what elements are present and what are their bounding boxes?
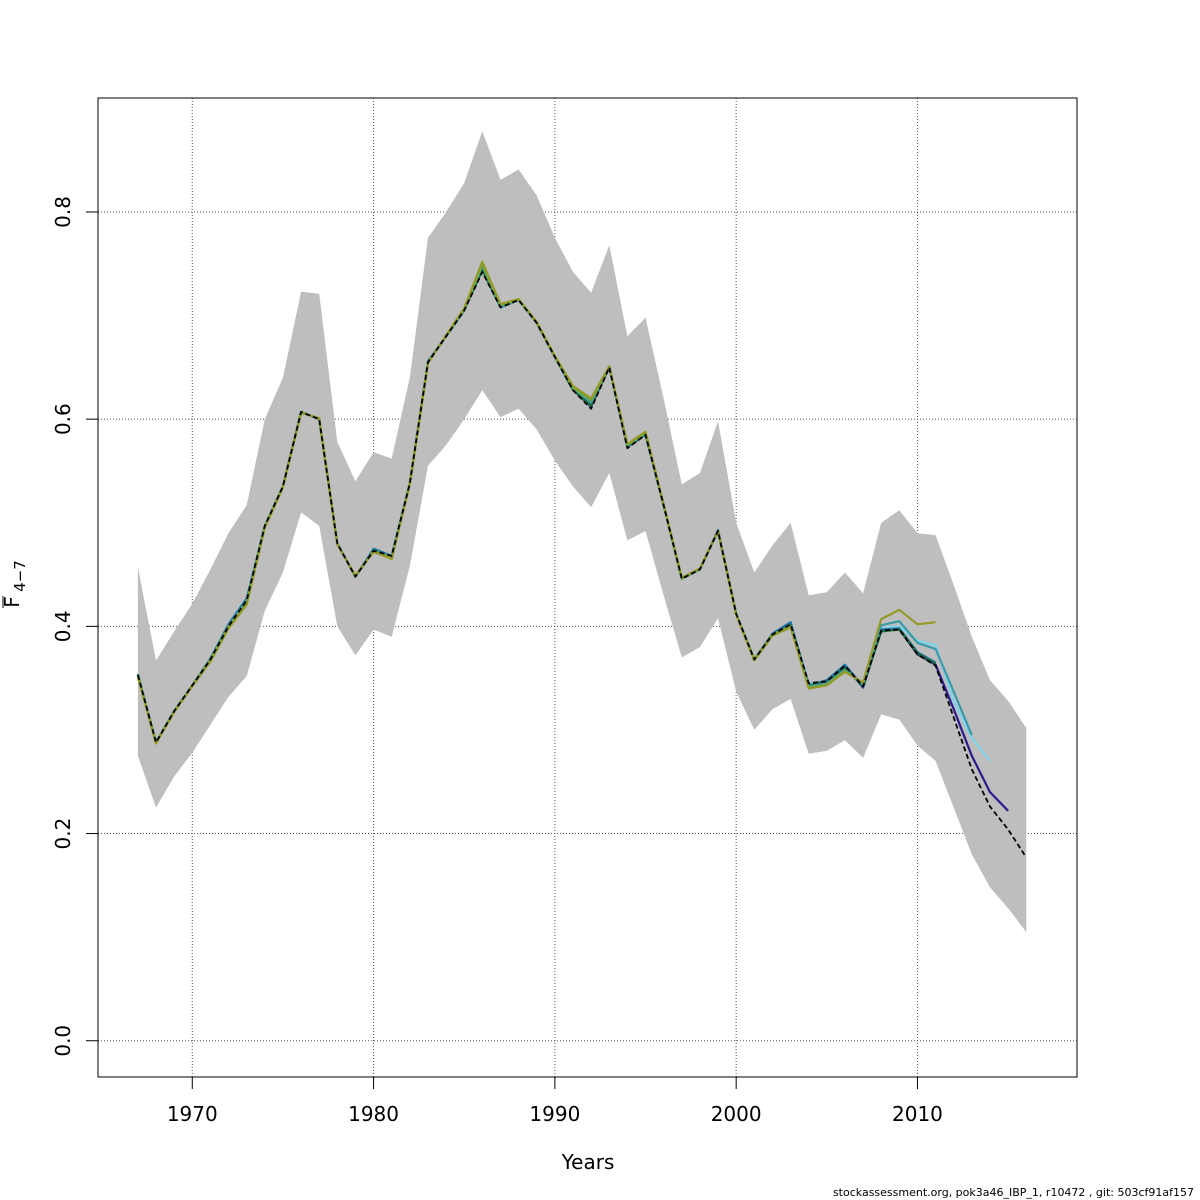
- x-axis-title: Years: [561, 1150, 615, 1174]
- y-tick-label: 0.6: [51, 403, 75, 435]
- axes: 1970 1980 1990 2000 2010 0.0 0.2 0.4 0.6 0.8: [51, 196, 943, 1126]
- x-tick-label: 2000: [711, 1102, 762, 1126]
- x-tick-label: 1980: [348, 1102, 399, 1126]
- y-tick-label: 0.2: [51, 818, 75, 850]
- y-axis-title-main: F: [0, 596, 24, 608]
- band-area: [137, 131, 1027, 932]
- series-line-0: [137, 271, 1027, 858]
- y-tick-label: 0.0: [51, 1025, 75, 1057]
- footer-note: stockassessment.org, pok3a46_IBP_1, r104…: [832, 1186, 1194, 1199]
- series-lines: [136, 260, 1027, 858]
- y-axis-title: F 4−7: [0, 560, 29, 608]
- x-tick-label: 2010: [892, 1102, 943, 1126]
- plot-frame: [97, 97, 1078, 1078]
- x-tick-label: 1990: [529, 1102, 580, 1126]
- x-tick-label: 1970: [167, 1102, 218, 1126]
- y-axis-title-sub: 4−7: [11, 560, 29, 592]
- y-tick-label: 0.4: [51, 610, 75, 642]
- confidence-band: [137, 131, 1027, 932]
- y-tick-label: 0.8: [51, 196, 75, 228]
